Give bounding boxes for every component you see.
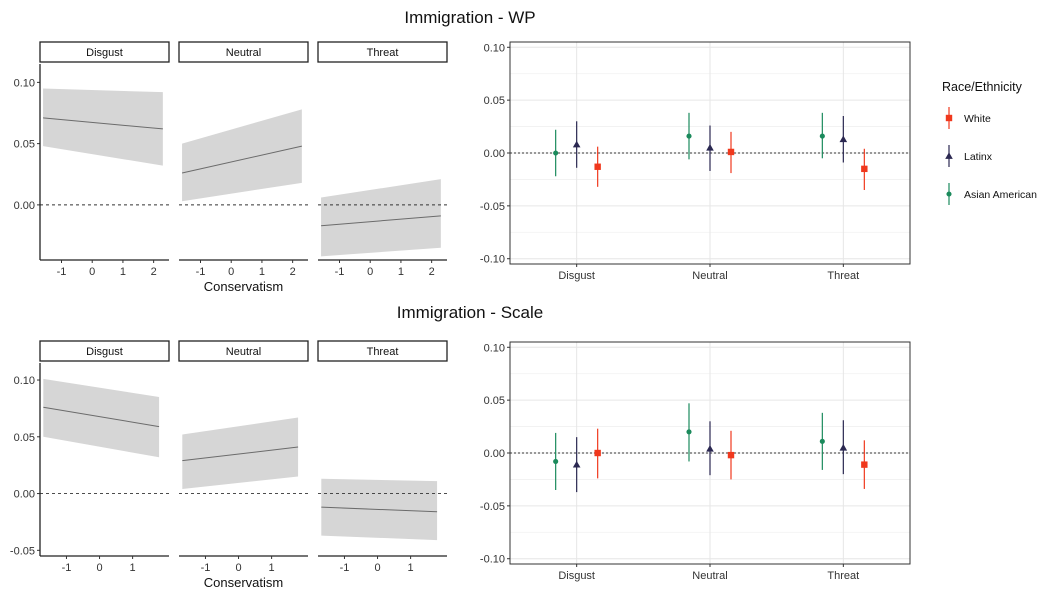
x-tick-label: 0: [96, 562, 102, 574]
y-tick-label: -0.05: [480, 201, 505, 213]
x-tick-label: Disgust: [558, 270, 595, 282]
facet-strip-label: Neutral: [226, 47, 261, 59]
facet-strip-label: Neutral: [226, 346, 261, 358]
x-tick-label: -1: [57, 266, 67, 278]
data-point: [839, 135, 848, 143]
y-tick-label: 0.00: [14, 200, 35, 212]
x-tick-label: Threat: [827, 270, 859, 282]
facet-strip: [39, 41, 170, 63]
data-point: [572, 460, 581, 468]
facet-strip-label: Disgust: [86, 346, 123, 358]
figure-title-top: Immigration - WP: [404, 8, 536, 27]
data-point: [727, 148, 735, 156]
x-tick-label: 1: [398, 266, 404, 278]
plot-panel-border: [509, 41, 911, 265]
y-tick-label: -0.05: [10, 545, 35, 557]
facet-strip: [178, 340, 309, 362]
fit-line: [321, 506, 438, 513]
data-point: [572, 140, 581, 148]
y-tick-label: 0.10: [14, 375, 35, 387]
confidence-ribbon: [43, 378, 160, 458]
fit-line: [182, 446, 299, 462]
fit-line: [43, 406, 160, 428]
y-tick-label: -0.10: [480, 254, 505, 266]
data-point: [706, 444, 714, 452]
x-tick-label: Neutral: [692, 270, 727, 282]
y-tick-label: 0.05: [484, 395, 505, 407]
legend-label-asian-american: Asian American: [964, 189, 1037, 201]
legend-label-latinx: Latinx: [964, 151, 993, 163]
confidence-ribbon: [43, 88, 163, 166]
y-tick-label: 0.10: [484, 342, 505, 354]
figure-title-bottom: Immigration - Scale: [396, 303, 544, 322]
y-tick-label: 0.05: [14, 139, 35, 151]
x-tick-label: 0: [367, 266, 373, 278]
x-axis-title: Conservatism: [204, 575, 283, 590]
x-tick-label: -1: [196, 266, 206, 278]
x-tick-label: -1: [335, 266, 345, 278]
data-point: [553, 458, 559, 465]
x-tick-label: 1: [408, 562, 414, 574]
x-tick-label: 2: [429, 266, 435, 278]
x-tick-label: 1: [269, 562, 275, 574]
data-point: [861, 461, 868, 468]
fit-line: [321, 215, 441, 227]
facet-strip: [39, 340, 170, 362]
legend-key-triangle: [945, 152, 953, 159]
plot-panel-border: [509, 341, 911, 565]
x-tick-label: Threat: [827, 570, 859, 582]
x-tick-label: 2: [290, 266, 296, 278]
data-point: [594, 449, 601, 457]
x-tick-label: 1: [130, 562, 136, 574]
y-tick-label: -0.10: [480, 554, 505, 566]
x-tick-label: Disgust: [558, 570, 595, 582]
data-point: [727, 451, 735, 459]
data-point: [706, 143, 714, 151]
data-point: [839, 443, 848, 451]
data-point: [686, 429, 692, 435]
data-point: [594, 163, 601, 170]
x-tick-label: Neutral: [692, 570, 727, 582]
legend-key-square: [945, 114, 953, 122]
x-tick-label: 0: [374, 562, 380, 574]
data-point: [861, 165, 868, 173]
confidence-ribbon: [182, 417, 299, 490]
y-tick-label: 0.00: [14, 489, 35, 501]
fit-line: [43, 117, 163, 130]
facet-strip: [178, 41, 309, 63]
x-tick-label: 0: [228, 266, 234, 278]
x-axis-title: Conservatism: [204, 279, 283, 294]
x-tick-label: 1: [120, 266, 126, 278]
x-tick-label: -1: [340, 562, 350, 574]
facet-strip-label: Threat: [367, 47, 399, 59]
x-tick-label: 2: [151, 266, 157, 278]
confidence-ribbon: [321, 179, 441, 257]
x-tick-label: 1: [259, 266, 265, 278]
x-tick-label: -1: [62, 562, 72, 574]
y-tick-label: 0.00: [484, 448, 505, 460]
legend-title: Race/Ethnicity: [942, 80, 1022, 94]
legend-key-circle: [946, 191, 952, 197]
facet-strip-label: Threat: [367, 346, 399, 358]
confidence-ribbon: [182, 109, 302, 202]
fit-line: [181, 145, 302, 174]
y-tick-label: 0.10: [484, 42, 505, 54]
x-tick-label: -1: [201, 562, 211, 574]
y-tick-label: 0.00: [484, 148, 505, 160]
facet-strip-label: Disgust: [86, 47, 123, 59]
y-tick-label: 0.05: [14, 432, 35, 444]
x-tick-label: 0: [235, 562, 241, 574]
y-tick-label: 0.05: [484, 95, 505, 107]
data-point: [819, 133, 825, 139]
data-point: [553, 150, 559, 156]
y-tick-label: -0.05: [480, 501, 505, 513]
data-point: [686, 133, 692, 139]
y-tick-label: 0.10: [14, 77, 35, 89]
facet-strip: [317, 340, 448, 362]
legend-label-white: White: [964, 113, 991, 125]
x-tick-label: 0: [89, 266, 95, 278]
facet-strip: [317, 41, 448, 63]
data-point: [819, 438, 825, 444]
